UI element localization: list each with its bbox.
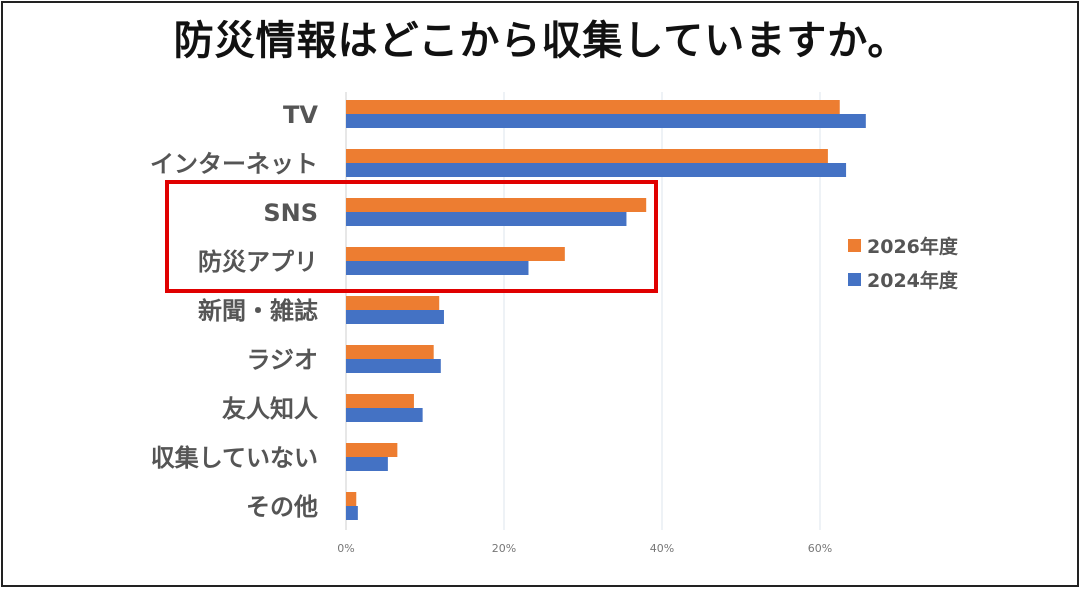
bar-series-2 (346, 163, 847, 177)
bar-series-2 (346, 212, 627, 226)
bar-series-1 (346, 149, 828, 163)
bar-series-1 (346, 492, 357, 506)
category-label: インターネット (150, 150, 318, 178)
bar-series-2 (346, 457, 388, 471)
bars (346, 100, 866, 520)
category-label: TV (283, 101, 318, 129)
x-tick-label: 0% (337, 542, 354, 555)
x-tick-labels: 0% 20% 40% 60% (337, 542, 832, 555)
bar-series-2 (346, 261, 529, 275)
bar-series-2 (346, 408, 423, 422)
bar-series-2 (346, 506, 358, 520)
bar-series-2 (346, 359, 441, 373)
legend-swatch (848, 273, 861, 286)
legend: 2026年度 2024年度 (848, 235, 959, 292)
bar-series-1 (346, 247, 565, 261)
bar-series-1 (346, 345, 434, 359)
category-label: その他 (246, 493, 318, 521)
bar-series-2 (346, 310, 444, 324)
highlight-box (165, 180, 658, 293)
bar-series-1 (346, 296, 440, 310)
category-label: 防災アプリ (198, 248, 318, 276)
category-label: 友人知人 (222, 395, 318, 423)
category-label: SNS (263, 199, 318, 227)
category-label: 収集していない (151, 444, 318, 472)
bar-series-1 (346, 394, 414, 408)
chart-title: 防災情報はどこから収集していますか。 (173, 18, 909, 64)
legend-label: 2024年度 (867, 269, 959, 292)
legend-swatch (848, 239, 861, 252)
bar-series-1 (346, 198, 647, 212)
bar-series-1 (346, 100, 840, 114)
bar-series-1 (346, 443, 398, 457)
x-tick-label: 60% (808, 542, 832, 555)
category-label: 新聞・雑誌 (198, 297, 318, 325)
bar-series-2 (346, 114, 866, 128)
x-tick-label: 20% (492, 542, 516, 555)
category-label: ラジオ (246, 346, 318, 374)
legend-label: 2026年度 (867, 235, 959, 258)
x-tick-label: 40% (650, 542, 674, 555)
